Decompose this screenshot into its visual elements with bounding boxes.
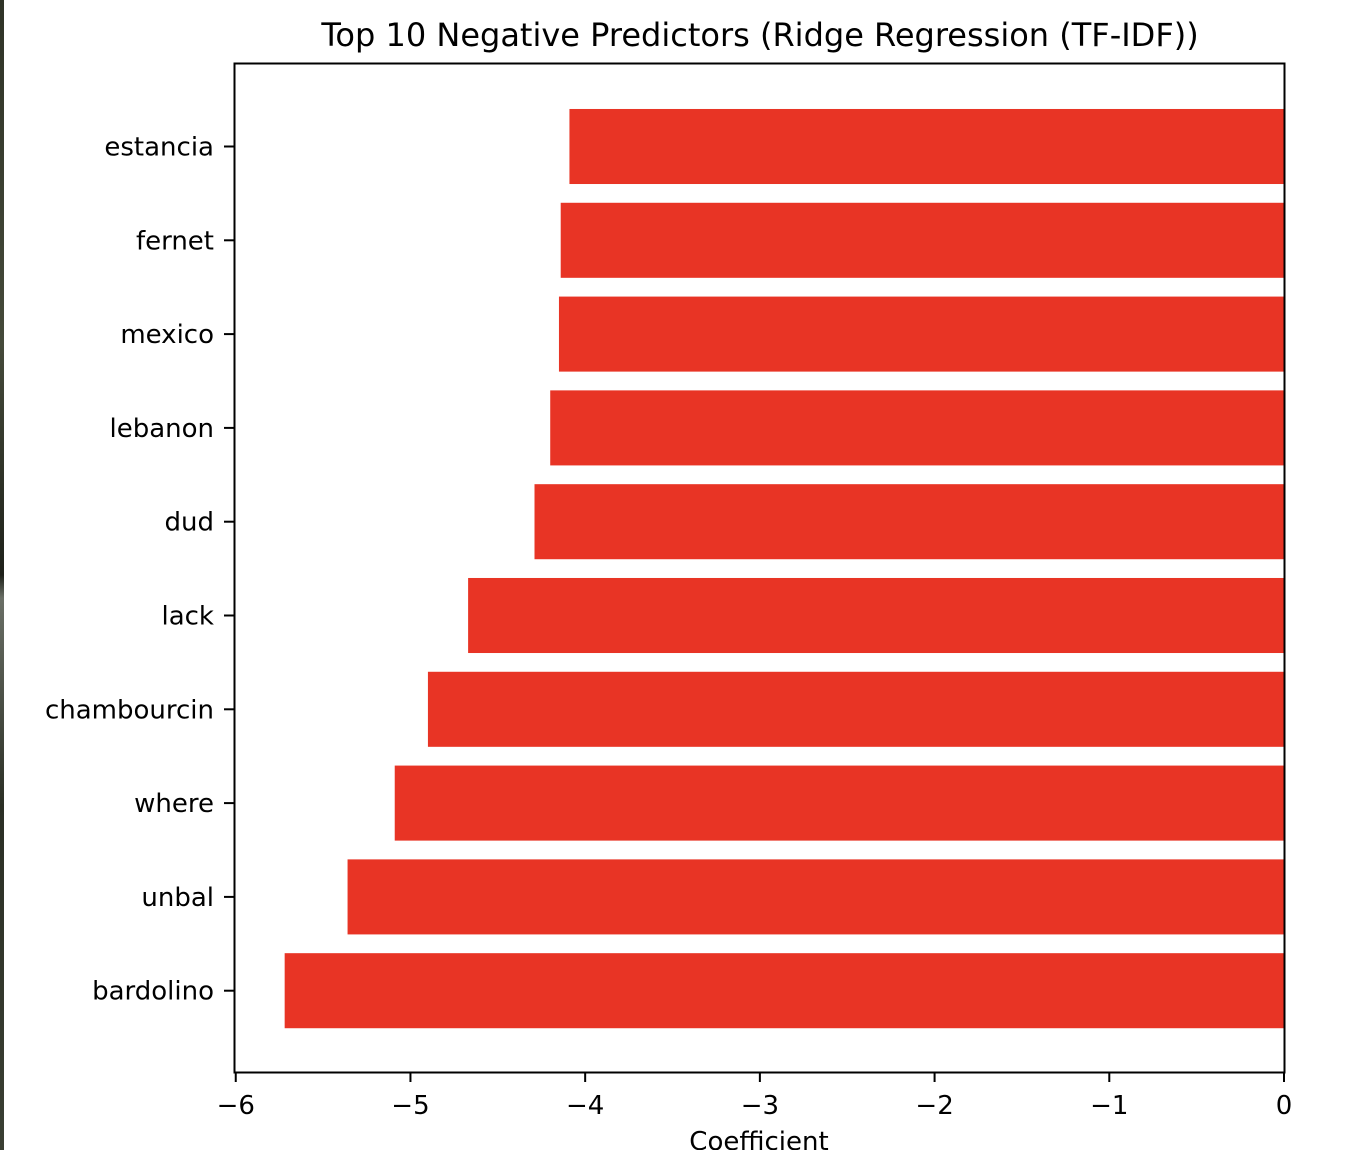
- bar-where: [394, 765, 1284, 841]
- x-tick-label: −5: [391, 1091, 429, 1121]
- y-tick-label-lebanon: lebanon: [109, 414, 214, 444]
- bar-estancia: [569, 108, 1284, 185]
- y-tick-label-bardolino: bardolino: [92, 977, 214, 1007]
- x-tick-label: 0: [1276, 1091, 1293, 1121]
- y-tick-label-where: where: [134, 789, 214, 819]
- bar-chambourcin: [427, 671, 1285, 747]
- bar-lack: [468, 577, 1284, 654]
- x-tick-label: −3: [741, 1091, 779, 1121]
- bar-bardolino: [284, 953, 1285, 1029]
- x-tick-label: −1: [1090, 1091, 1128, 1121]
- y-tick-label-lack: lack: [161, 602, 214, 632]
- chart-title: Top 10 Negative Predictors (Ridge Regres…: [320, 16, 1198, 54]
- y-tick-label-chambourcin: chambourcin: [45, 695, 214, 725]
- x-axis-label: Coefficient: [689, 1127, 828, 1150]
- y-tick-label-estancia: estancia: [104, 133, 214, 163]
- y-tick-label-mexico: mexico: [120, 320, 214, 350]
- x-axis: −6 −5 −4 −3 −2 −1 0: [217, 1072, 1293, 1121]
- bar-lebanon: [550, 390, 1284, 466]
- bar-fernet: [560, 202, 1284, 278]
- x-tick-label: −6: [217, 1091, 255, 1121]
- window-edge-strip: [0, 0, 4, 1150]
- bar-mexico: [558, 296, 1284, 372]
- bar-dud: [534, 484, 1284, 560]
- y-tick-label-fernet: fernet: [136, 226, 214, 256]
- y-axis: estancia fernet mexico lebanon dud lack chambo…: [45, 133, 234, 1007]
- x-tick-label: −4: [566, 1091, 604, 1121]
- y-tick-label-unbal: unbal: [141, 883, 214, 913]
- y-tick-label-dud: dud: [165, 508, 215, 538]
- bar-unbal: [347, 859, 1284, 935]
- bars-group: [284, 108, 1285, 1029]
- x-tick-label: −2: [915, 1091, 953, 1121]
